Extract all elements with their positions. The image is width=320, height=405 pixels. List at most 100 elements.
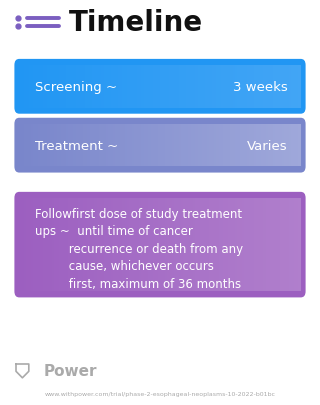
Bar: [80, 198, 83, 292]
Bar: [26, 198, 29, 292]
Bar: [94, 124, 97, 167]
Bar: [204, 198, 207, 292]
Bar: [50, 66, 52, 108]
Bar: [233, 198, 236, 292]
Bar: [165, 66, 167, 108]
Bar: [106, 198, 109, 292]
Bar: [181, 198, 184, 292]
Bar: [80, 66, 83, 108]
Bar: [186, 124, 188, 167]
Bar: [289, 124, 292, 167]
Bar: [226, 66, 228, 108]
Bar: [212, 66, 214, 108]
Bar: [90, 198, 92, 292]
Bar: [292, 66, 294, 108]
Bar: [294, 198, 296, 292]
Bar: [19, 198, 22, 292]
Bar: [158, 124, 160, 167]
Bar: [151, 66, 153, 108]
Bar: [233, 124, 236, 167]
Bar: [33, 66, 36, 108]
Bar: [209, 66, 212, 108]
Bar: [195, 66, 198, 108]
Bar: [197, 66, 200, 108]
Bar: [38, 124, 41, 167]
Bar: [61, 124, 64, 167]
Bar: [200, 124, 203, 167]
Bar: [223, 66, 226, 108]
Bar: [299, 198, 301, 292]
Bar: [249, 198, 252, 292]
Bar: [294, 124, 296, 167]
Bar: [162, 66, 165, 108]
Bar: [141, 198, 144, 292]
Bar: [90, 66, 92, 108]
Bar: [153, 66, 156, 108]
Bar: [28, 198, 31, 292]
Bar: [270, 124, 273, 167]
Bar: [160, 124, 163, 167]
Bar: [219, 198, 221, 292]
Bar: [261, 124, 264, 167]
Bar: [179, 66, 181, 108]
Bar: [273, 124, 275, 167]
Bar: [188, 66, 191, 108]
Bar: [118, 66, 120, 108]
Bar: [223, 198, 226, 292]
Bar: [284, 198, 287, 292]
Bar: [284, 66, 287, 108]
Bar: [233, 66, 236, 108]
Bar: [125, 124, 127, 167]
Bar: [237, 198, 240, 292]
Bar: [28, 124, 31, 167]
Bar: [127, 66, 130, 108]
Bar: [165, 198, 167, 292]
Bar: [87, 124, 90, 167]
Bar: [230, 198, 233, 292]
Bar: [52, 124, 55, 167]
Bar: [219, 66, 221, 108]
Bar: [237, 66, 240, 108]
Bar: [202, 198, 205, 292]
Bar: [66, 198, 69, 292]
Bar: [282, 66, 285, 108]
Bar: [104, 124, 106, 167]
Bar: [120, 66, 123, 108]
Bar: [228, 198, 231, 292]
Bar: [40, 198, 43, 292]
Bar: [190, 66, 193, 108]
Bar: [144, 66, 146, 108]
Bar: [254, 198, 257, 292]
Bar: [68, 198, 71, 292]
Bar: [261, 66, 264, 108]
Bar: [54, 124, 57, 167]
Bar: [270, 198, 273, 292]
Bar: [207, 66, 210, 108]
Bar: [130, 66, 132, 108]
Bar: [228, 124, 231, 167]
Bar: [162, 124, 165, 167]
Bar: [83, 198, 85, 292]
Bar: [230, 66, 233, 108]
Bar: [73, 198, 76, 292]
Bar: [24, 124, 27, 167]
Bar: [188, 198, 191, 292]
Bar: [52, 66, 55, 108]
Bar: [36, 124, 38, 167]
Bar: [209, 198, 212, 292]
Bar: [132, 66, 134, 108]
Bar: [282, 198, 285, 292]
Text: Screening ~: Screening ~: [35, 81, 117, 94]
Bar: [216, 124, 219, 167]
Bar: [259, 66, 261, 108]
Bar: [31, 198, 34, 292]
Bar: [249, 124, 252, 167]
Bar: [106, 124, 109, 167]
Bar: [244, 124, 247, 167]
Bar: [193, 66, 196, 108]
Bar: [94, 66, 97, 108]
Bar: [104, 198, 106, 292]
Bar: [275, 124, 278, 167]
Bar: [57, 124, 60, 167]
Bar: [214, 66, 217, 108]
